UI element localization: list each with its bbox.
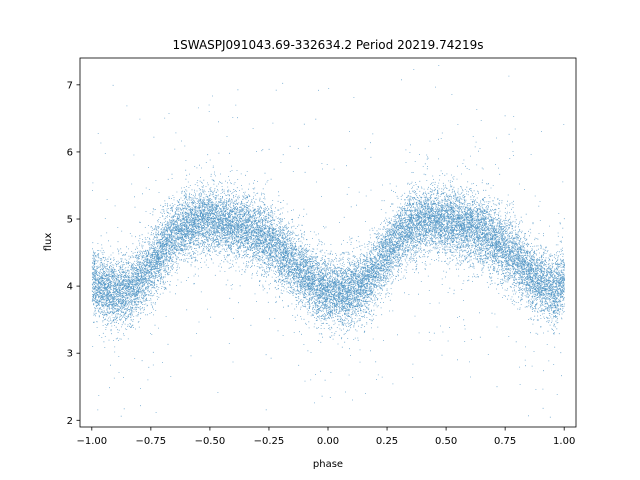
y-tick-label: 5 [67,215,73,226]
x-tick-label: −0.50 [195,436,226,447]
y-tick-label: 2 [67,416,73,427]
x-tick-label: 0.50 [435,436,457,447]
x-tick-label: 0.25 [376,436,398,447]
x-tick-label: 1.00 [553,436,575,447]
x-tick-label: −0.25 [254,436,285,447]
y-tick-label: 6 [67,147,73,158]
x-tick-label: −0.75 [136,436,167,447]
x-tick-label: −1.00 [76,436,107,447]
x-axis-label: phase [313,459,343,470]
y-tick-label: 7 [67,80,73,91]
y-tick-label: 3 [67,349,73,360]
x-axis: −1.00 −0.75 −0.50 −0.25 0.00 0.25 0.50 0.75 1.00 [76,427,575,447]
chart-title: 1SWASPJ091043.69-332634.2 Period 20219.7… [172,38,483,52]
x-tick-label: 0.75 [494,436,516,447]
y-tick-label: 4 [67,282,73,293]
y-axis-label: flux [43,233,54,252]
y-axis: 2 3 4 5 6 7 [67,80,80,427]
x-tick-label: 0.00 [317,436,339,447]
